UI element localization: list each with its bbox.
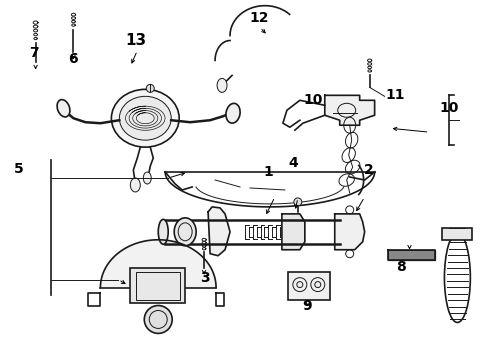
- Text: 8: 8: [395, 260, 405, 274]
- Text: 6: 6: [68, 52, 78, 66]
- Ellipse shape: [217, 78, 226, 92]
- Text: 5: 5: [14, 162, 24, 176]
- Ellipse shape: [111, 89, 179, 147]
- Ellipse shape: [130, 178, 140, 192]
- Text: 10: 10: [303, 93, 322, 107]
- Bar: [287, 272, 329, 300]
- Ellipse shape: [144, 306, 172, 333]
- Text: 2: 2: [363, 163, 373, 177]
- Text: 13: 13: [125, 33, 146, 48]
- Polygon shape: [208, 207, 229, 256]
- Text: 11: 11: [385, 87, 405, 102]
- Ellipse shape: [146, 84, 154, 92]
- Text: 1: 1: [263, 165, 272, 179]
- Ellipse shape: [293, 198, 301, 206]
- Ellipse shape: [174, 218, 196, 246]
- Bar: [387, 250, 435, 260]
- Text: 3: 3: [199, 271, 209, 284]
- Ellipse shape: [143, 172, 151, 184]
- Ellipse shape: [158, 219, 168, 244]
- Polygon shape: [334, 214, 364, 250]
- Polygon shape: [100, 240, 216, 288]
- Text: 10: 10: [439, 101, 458, 115]
- Bar: [136, 272, 180, 300]
- Text: 12: 12: [249, 11, 268, 25]
- Text: 7: 7: [29, 46, 39, 60]
- Ellipse shape: [57, 100, 70, 117]
- Bar: [442, 228, 471, 240]
- Polygon shape: [324, 95, 374, 125]
- Text: 9: 9: [302, 299, 311, 313]
- Ellipse shape: [225, 103, 240, 123]
- Ellipse shape: [119, 96, 171, 140]
- Polygon shape: [387, 250, 435, 260]
- Bar: [130, 268, 185, 302]
- Text: 4: 4: [288, 156, 298, 170]
- Polygon shape: [281, 214, 304, 250]
